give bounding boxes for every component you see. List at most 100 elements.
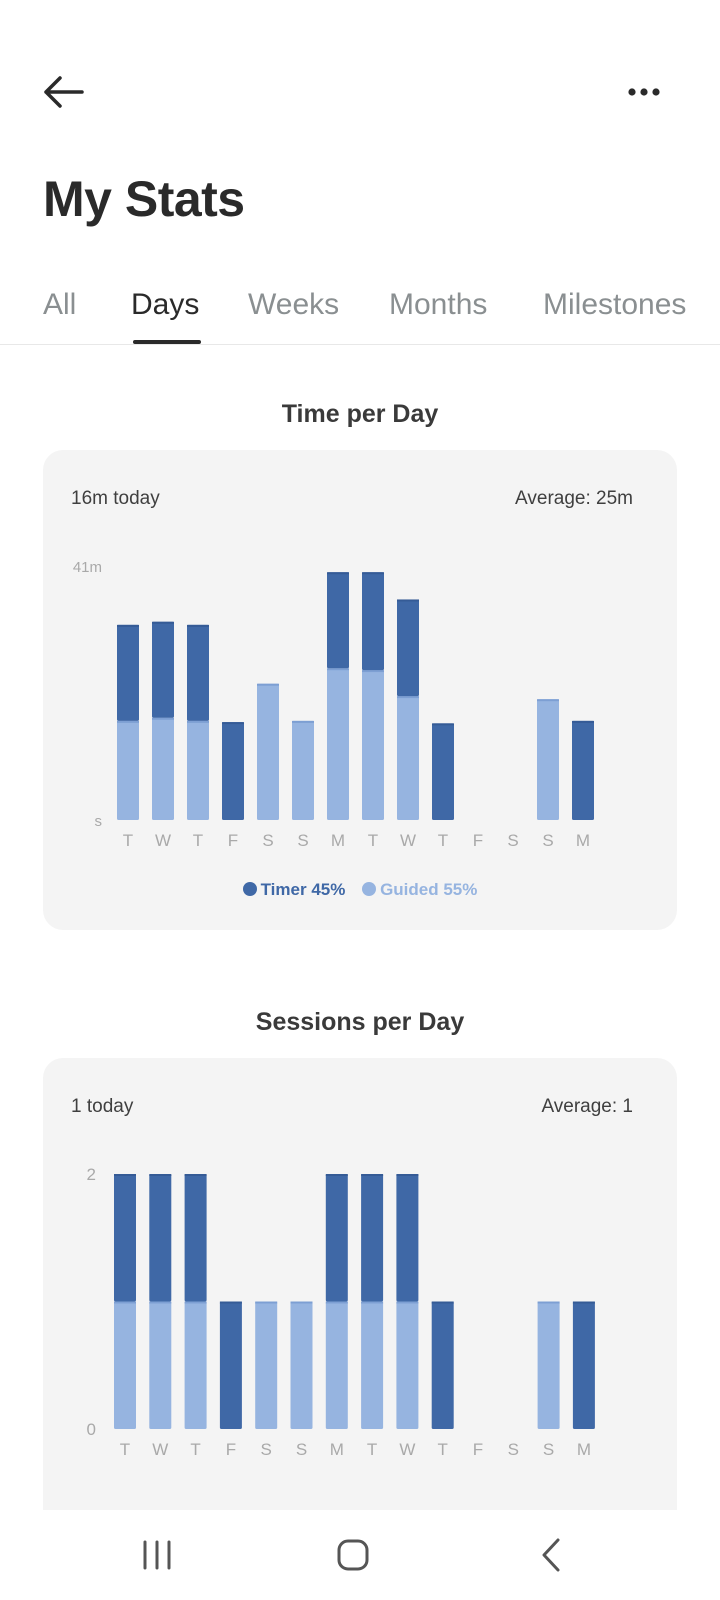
tab-milestones[interactable]: Milestones (543, 288, 687, 321)
sessions-xtick-label: W (399, 1440, 415, 1459)
tab-bar: All Days Weeks Months Milestones (0, 278, 720, 345)
tab-all[interactable]: All (43, 288, 77, 321)
time-xtick-label: T (193, 831, 203, 850)
time-xtick-label: S (262, 831, 273, 850)
time-per-day-title: Time per Day (281, 400, 439, 428)
legend-guided: Guided 55% (362, 880, 477, 900)
sessions-bar-segment-0 (255, 1301, 278, 1429)
time-xtick-label: T (368, 831, 378, 850)
time-xtick-label: W (155, 831, 171, 850)
sessions-bar-edge (184, 1174, 207, 1176)
time-bar-timer (222, 722, 244, 820)
sessions-bar-edge (149, 1301, 172, 1304)
sessions-xtick-label: S (261, 1440, 272, 1459)
time-bar-guided (257, 683, 279, 820)
sessions-bar-edge (572, 1301, 595, 1304)
sessions-bar-edge (290, 1301, 313, 1304)
time-bar-guided (117, 720, 139, 820)
time-bar-guided (327, 668, 349, 820)
time-xtick-label: M (331, 831, 345, 850)
recent-apps-button[interactable] (127, 1530, 187, 1580)
home-icon (337, 1539, 369, 1571)
sessions-per-day-card: 1 today Average: 1 0 2 T W T F S S M T W T F S S M (43, 1058, 677, 1510)
sessions-xtick-label: S (543, 1440, 554, 1459)
sessions-bar-edge (114, 1174, 136, 1176)
time-bar-guided (292, 720, 314, 820)
time-bar-guided (152, 717, 174, 820)
sessions-bar-segment-1 (572, 1301, 595, 1429)
sessions-bar-segment-1 (184, 1174, 207, 1302)
time-xtick-label: S (542, 831, 553, 850)
time-bar-edge (397, 696, 419, 699)
time-bar-timer (152, 621, 174, 718)
sessions-bar-segment-0 (290, 1301, 313, 1429)
sessions-bar-edge (255, 1301, 278, 1304)
guided-dot-icon (362, 882, 377, 896)
time-bar-edge (327, 572, 349, 575)
time-xtick-label: F (228, 831, 238, 850)
arrow-left-icon (44, 76, 84, 108)
tab-days[interactable]: Days (131, 288, 200, 321)
sessions-bar-edge (431, 1301, 454, 1304)
time-bar-edge (187, 720, 209, 723)
sessions-bar-segment-0 (396, 1301, 419, 1429)
time-per-day-card: 16m today Average: 25m s 41m T W T F S S M T W T F S S… (43, 450, 677, 930)
legend-timer: Timer 45% (242, 880, 345, 900)
time-xtick-label: S (297, 831, 308, 850)
sessions-bar-edge (149, 1174, 172, 1176)
sessions-bar-edge (184, 1301, 207, 1304)
nav-back-button[interactable] (520, 1530, 580, 1580)
back-button[interactable] (38, 68, 90, 116)
time-xtick-label: F (473, 831, 483, 850)
sessions-xtick-label: F (473, 1440, 483, 1459)
more-options-button[interactable] (624, 68, 676, 116)
time-xtick-label: T (438, 831, 448, 850)
sessions-xtick-label: T (190, 1440, 200, 1459)
sessions-bar-segment-0 (184, 1301, 207, 1429)
recent-apps-icon (143, 1540, 171, 1570)
time-bar-edge (117, 624, 139, 627)
sessions-bar-edge (325, 1301, 348, 1304)
nav-back-icon (542, 1538, 560, 1572)
time-bar-edge (362, 572, 384, 575)
time-xtick-label: W (400, 831, 416, 850)
sessions-bar-segment-1 (431, 1301, 454, 1429)
sessions-bar-segment-1 (396, 1174, 419, 1302)
sessions-bar-segment-0 (361, 1301, 384, 1429)
sessions-ytick-min: 0 (87, 1420, 96, 1439)
sessions-bar-edge (361, 1301, 384, 1304)
home-button[interactable] (323, 1530, 383, 1580)
sessions-bar-segment-0 (537, 1301, 560, 1429)
sessions-bar-edge (396, 1174, 419, 1176)
time-bar-timer (117, 624, 139, 721)
time-bar-edge (292, 720, 314, 723)
sessions-xtick-label: W (152, 1440, 168, 1459)
time-legend: Timer 45% Guided 55% (43, 880, 677, 900)
sessions-ytick-max: 2 (87, 1165, 96, 1184)
sessions-bar-edge (396, 1301, 419, 1304)
active-tab-indicator (133, 340, 201, 344)
system-nav-bar (0, 1510, 720, 1600)
sessions-xtick-label: S (296, 1440, 307, 1459)
sessions-bar-segment-1 (325, 1174, 348, 1302)
time-bar-edge (152, 717, 174, 720)
page-title: My Stats (43, 171, 245, 227)
time-ytick-max: 41m (73, 559, 102, 576)
time-bar-timer (572, 720, 594, 820)
sessions-bar-segment-0 (114, 1301, 136, 1429)
time-xtick-label: M (576, 831, 590, 850)
sessions-per-day-title: Sessions per Day (255, 1008, 465, 1036)
tab-weeks[interactable]: Weeks (248, 288, 340, 321)
time-today-label: 16m today (71, 488, 160, 509)
tab-months[interactable]: Months (389, 288, 488, 321)
time-bar-edge (572, 720, 594, 723)
time-bar-edge (152, 621, 174, 624)
sessions-per-day-chart: 0 2 T W T F S S M T W T F S S M (87, 1165, 595, 1459)
legend-guided-label: Guided 55% (380, 880, 478, 899)
sessions-bar-segment-1 (219, 1301, 242, 1429)
sessions-bar-edge (537, 1301, 560, 1304)
time-bar-timer (187, 624, 209, 721)
sessions-average-label: Average: 1 (541, 1096, 633, 1117)
time-bar-edge (117, 720, 139, 723)
sessions-bar-edge (361, 1174, 384, 1176)
